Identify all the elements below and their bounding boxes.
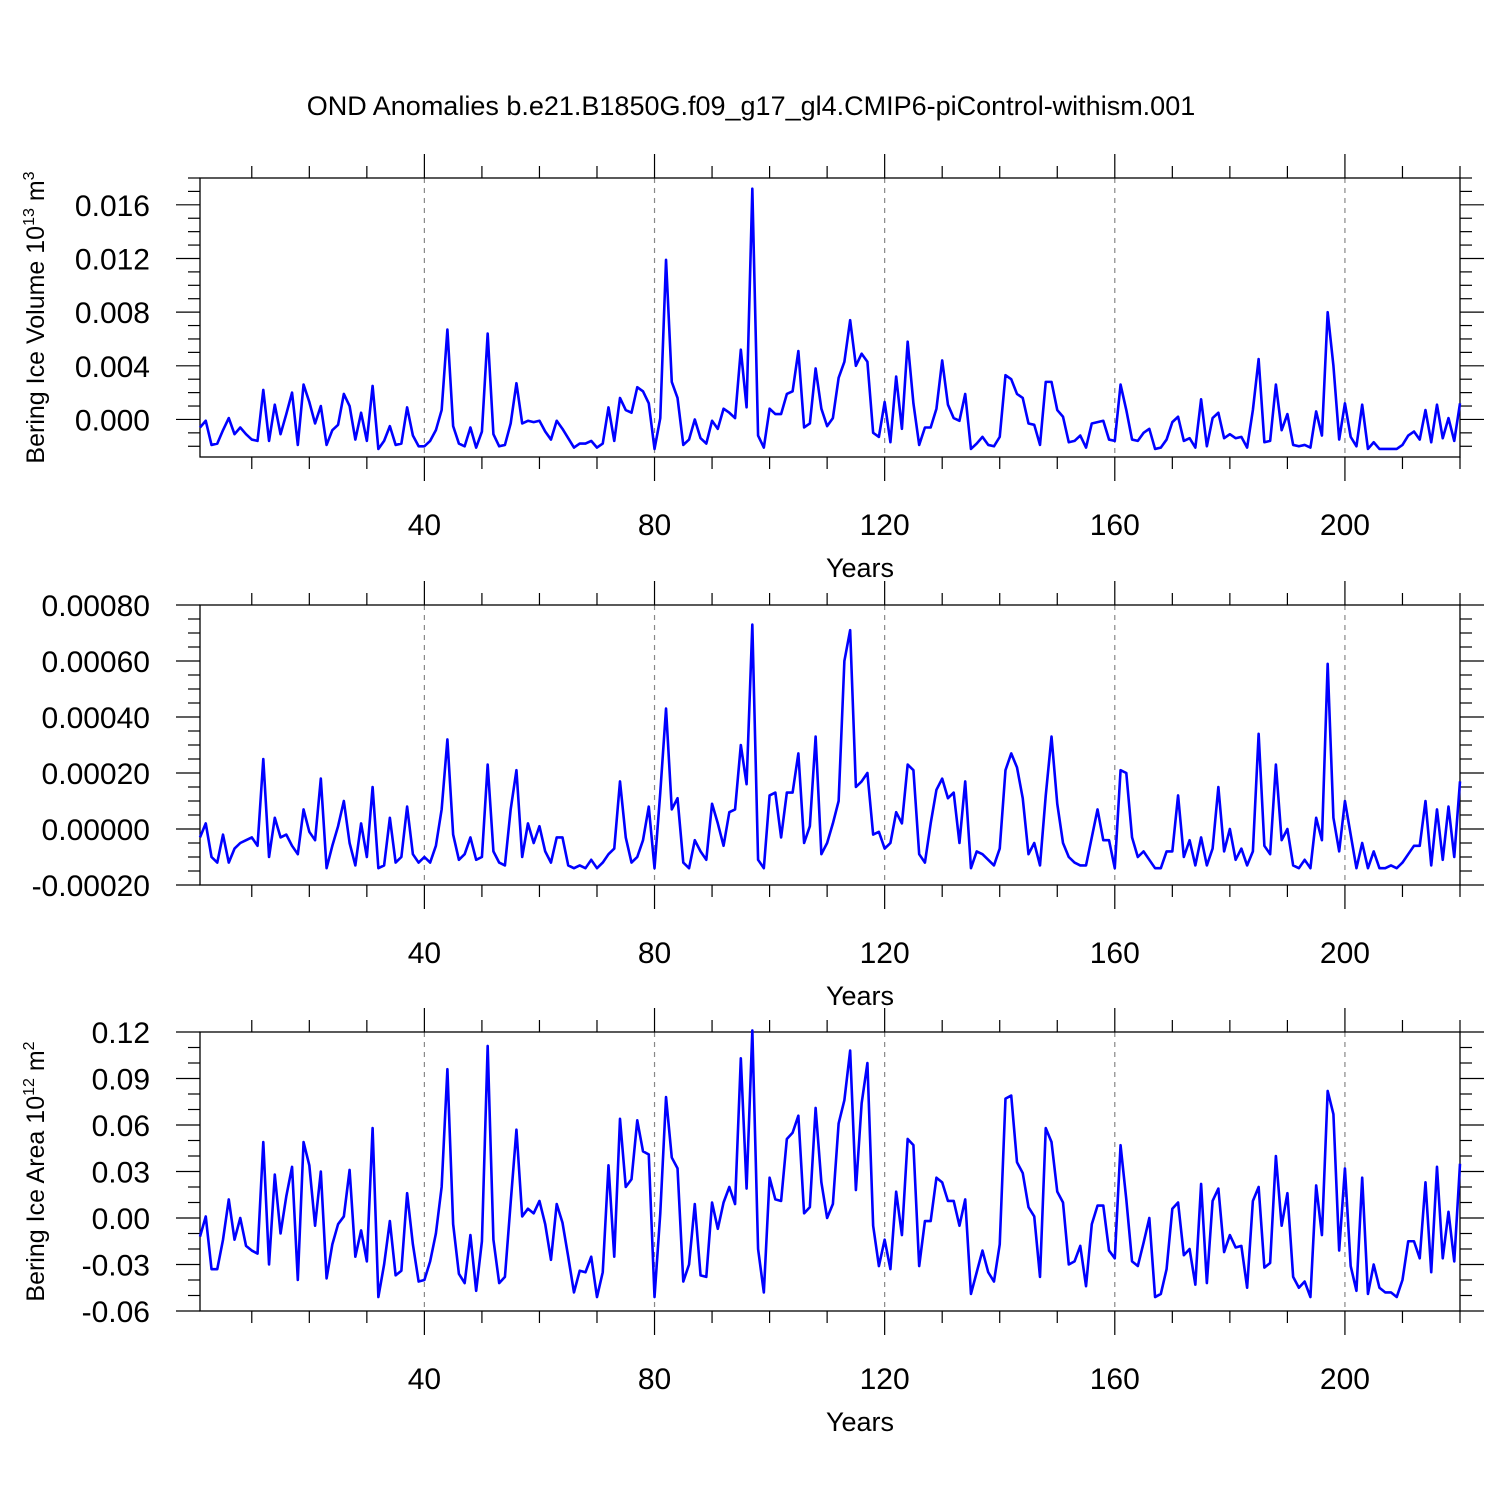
- x-tick-label: 80: [638, 937, 671, 970]
- x-tick-label: 80: [638, 509, 671, 542]
- x-tick-label: 80: [638, 1363, 671, 1396]
- chart-title: OND Anomalies b.e21.B1850G.f09_g17_gl4.C…: [307, 91, 1195, 121]
- y-axis-label-unit-exponent: 2: [21, 1041, 38, 1050]
- series-line: [199, 187, 1462, 451]
- panel-1: 40 80 120 160 200 Years 0.000 0.004 0.008 0.012 0.…: [21, 154, 1484, 583]
- y-tick-label: 0.00080: [42, 590, 150, 623]
- y-tick-label: 0.06: [92, 1110, 150, 1143]
- y-tick-label: -0.06: [82, 1296, 150, 1329]
- y-tick-label: -0.00020: [32, 870, 150, 903]
- x-tick-label: 120: [860, 937, 910, 970]
- y-tick-label: 0.00060: [42, 646, 150, 679]
- y-axis-label: Bering Ice Volume 1013 m3: [21, 171, 50, 463]
- y-tick-label: -0.03: [82, 1250, 150, 1283]
- x-tick-label: 40: [408, 937, 441, 970]
- y-tick-label: 0.012: [75, 243, 150, 276]
- y-axis-label-unit-exponent: 3: [21, 171, 38, 180]
- y-axis-label-exponent: 13: [21, 208, 38, 226]
- x-tick-label: 160: [1090, 509, 1140, 542]
- plot-frame: [199, 1031, 1461, 1312]
- y-tick-label: 0.008: [75, 297, 150, 330]
- x-axis-label: Years: [826, 1407, 894, 1437]
- series-line: [198, 623, 1462, 870]
- y-axis-label-unit: m: [22, 180, 50, 208]
- x-axis-label: Years: [826, 981, 894, 1011]
- x-tick-label: 200: [1320, 1363, 1370, 1396]
- y-tick-label: 0.03: [92, 1157, 150, 1190]
- y-tick-label: 0.000: [75, 404, 150, 437]
- y-tick-label: 0.09: [92, 1064, 150, 1097]
- y-tick-label: 0.00000: [42, 814, 150, 847]
- y-axis-label-main: Bering Ice Volume 10: [22, 226, 50, 464]
- y-axis-label-main: Bering Ice Area 10: [22, 1096, 50, 1302]
- y-tick-label: 0.00040: [42, 702, 150, 735]
- y-tick-label: 0.00020: [42, 758, 150, 791]
- y-axis-label-unit: m: [22, 1050, 50, 1078]
- panel-2: 40 80 120 160 200 Years -0.00020 0.00000 0.00020…: [32, 581, 1484, 1011]
- y-tick-label: 0.016: [75, 190, 150, 223]
- x-tick-label: 160: [1090, 1363, 1140, 1396]
- x-tick-label: 40: [408, 509, 441, 542]
- y-tick-label: 0.00: [92, 1203, 150, 1236]
- x-tick-label: 200: [1320, 937, 1370, 970]
- x-axis-label: Years: [826, 553, 894, 583]
- plot-frame: [199, 177, 1461, 458]
- x-tick-label: 200: [1320, 509, 1370, 542]
- y-axis-label-exponent: 12: [21, 1078, 38, 1096]
- series-line: [198, 1029, 1462, 1299]
- panel-3: 40 80 120 160 200 Years -0.06 -0.03 0.00 0.03 0.06…: [21, 1008, 1484, 1437]
- y-tick-label: 0.004: [75, 351, 150, 384]
- x-tick-label: 160: [1090, 937, 1140, 970]
- y-tick-label: 0.12: [92, 1017, 150, 1050]
- x-tick-label: 120: [860, 1363, 910, 1396]
- y-axis-label: Bering Ice Area 1012 m2: [21, 1041, 50, 1301]
- x-tick-label: 120: [860, 509, 910, 542]
- x-tick-label: 40: [408, 1363, 441, 1396]
